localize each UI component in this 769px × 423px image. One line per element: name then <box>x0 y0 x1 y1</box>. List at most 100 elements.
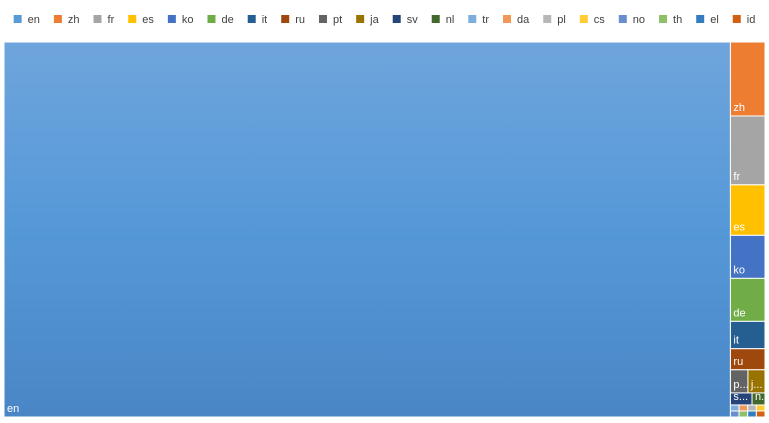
legend-item-pt: pt <box>318 14 342 26</box>
legend-item-id: id <box>732 14 756 26</box>
tile-rect-ko <box>729 234 766 279</box>
tile-label-it: it <box>733 335 739 347</box>
tile-es: es <box>729 184 766 236</box>
legend-label-ja: ja <box>369 14 379 26</box>
tile-rect-it <box>729 320 766 350</box>
tile-label-nl: n... <box>755 391 769 403</box>
tile-ja: j... <box>747 369 766 394</box>
legend-label-da: da <box>517 14 530 26</box>
tile-no <box>729 410 740 418</box>
tile-rect-pl <box>747 404 757 412</box>
legend-item-pl: pl <box>543 14 566 26</box>
tile-zh: zh <box>729 41 766 117</box>
legend-swatch-nl <box>431 15 440 23</box>
tile-rect-th <box>738 410 749 418</box>
legend-label-sv: sv <box>407 14 419 26</box>
legend-label-en: en <box>28 14 40 26</box>
legend-label-ru: ru <box>295 14 305 26</box>
legend-item-th: th <box>659 14 682 26</box>
legend-label-no: no <box>633 14 645 26</box>
tile-pt: p... <box>729 369 749 394</box>
legend-item-zh: zh <box>53 14 80 26</box>
tile-label-ko: ko <box>733 264 745 276</box>
tile-th <box>738 410 749 418</box>
tile-it: it <box>729 320 766 350</box>
legend-label-es: es <box>142 14 154 26</box>
tile-cs <box>755 404 766 412</box>
legend-label-de: de <box>221 14 233 26</box>
tile-el <box>747 410 757 418</box>
tile-label-pt: p... <box>733 379 748 391</box>
tile-pl <box>747 404 757 412</box>
tile-rect-id <box>755 410 766 418</box>
legend-item-ja: ja <box>356 14 380 26</box>
legend-item-it: it <box>247 14 267 26</box>
tile-ko: ko <box>729 234 766 279</box>
legend-swatch-pt <box>318 15 327 23</box>
legend-swatch-no <box>618 15 627 23</box>
legend-swatch-ru <box>281 15 290 23</box>
tile-rect-da <box>738 404 749 412</box>
legend-label-nl: nl <box>446 14 455 26</box>
tile-label-ja: j... <box>750 379 763 391</box>
legend-swatch-sv <box>392 15 401 23</box>
tile-rect-cs <box>755 404 766 412</box>
legend-swatch-zh <box>53 15 62 23</box>
legend-swatch-fr <box>93 15 102 23</box>
legend-swatch-ja <box>356 15 365 23</box>
legend-label-pl: pl <box>557 14 566 26</box>
legend-label-tr: tr <box>482 14 489 26</box>
tile-label-fr: fr <box>733 171 740 183</box>
legend-label-pt: pt <box>333 14 342 26</box>
tile-label-zh: zh <box>733 102 745 114</box>
legend-item-nl: nl <box>431 14 455 26</box>
tile-label-de: de <box>733 307 745 319</box>
tile-rect-en <box>3 41 731 418</box>
legend-item-ko: ko <box>167 14 194 26</box>
legend-swatch-ko <box>167 15 176 23</box>
legend-swatch-cs <box>579 15 588 23</box>
legend-item-no: no <box>618 14 645 26</box>
tile-rect-el <box>747 410 757 418</box>
treemap-plot-area: en zh fr es ko de it ru p... j...s... n... <box>3 41 769 418</box>
legend-item-tr: tr <box>468 14 489 26</box>
legend-swatch-de <box>207 15 216 23</box>
legend-swatch-en <box>13 15 22 23</box>
legend-label-ko: ko <box>182 14 194 26</box>
tile-label-en: en <box>7 403 19 415</box>
legend-swatch-es <box>128 15 137 23</box>
legend-swatch-pl <box>543 15 552 23</box>
legend-item-da: da <box>503 14 530 26</box>
legend-swatch-tr <box>468 15 477 23</box>
tile-sv: s... <box>729 391 753 406</box>
legend-label-fr: fr <box>108 14 115 26</box>
tile-tr <box>729 404 740 412</box>
tile-label-sv: s... <box>733 391 748 403</box>
legend-label-th: th <box>673 14 682 26</box>
legend-item-es: es <box>128 14 154 26</box>
legend-label-el: el <box>710 14 719 26</box>
legend-swatch-it <box>247 15 256 23</box>
legend-swatch-el <box>696 15 705 23</box>
legend: en zh fr es ko de it ru pt ja sv nl tr da pl cs no th el id <box>13 14 756 26</box>
tile-en: en <box>3 41 731 418</box>
tile-rect-zh <box>729 41 766 117</box>
legend-label-cs: cs <box>594 14 606 26</box>
legend-item-de: de <box>207 14 234 26</box>
tile-label-ru: ru <box>733 356 743 368</box>
tile-de: de <box>729 277 766 322</box>
tile-rect-fr <box>729 115 766 186</box>
tile-ru: ru <box>729 348 766 371</box>
tile-id <box>755 410 766 418</box>
legend-label-zh: zh <box>68 14 80 26</box>
tile-fr: fr <box>729 115 766 186</box>
legend-item-fr: fr <box>93 14 115 26</box>
legend-swatch-th <box>659 15 668 23</box>
legend-item-cs: cs <box>579 14 606 26</box>
legend-label-id: id <box>747 14 756 26</box>
legend-item-el: el <box>696 14 719 26</box>
legend-swatch-da <box>503 15 512 23</box>
tile-da <box>738 404 749 412</box>
legend-item-ru: ru <box>281 14 305 26</box>
